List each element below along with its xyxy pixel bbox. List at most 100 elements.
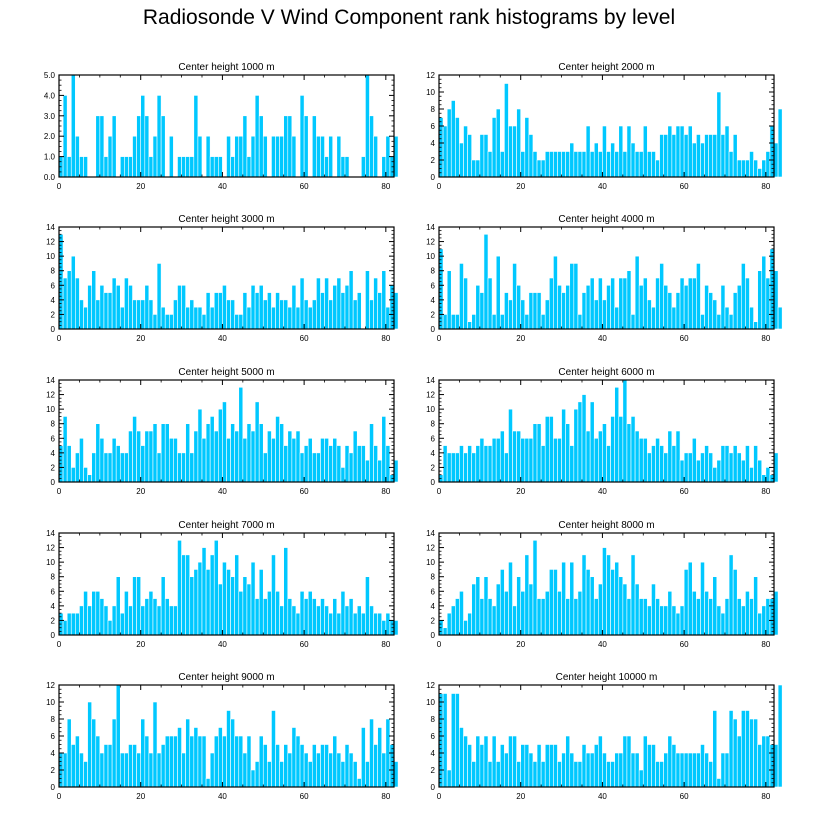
bar [62, 620, 68, 636]
y-tick-label: 14 [46, 376, 55, 385]
x-tick-label: 0 [437, 334, 442, 343]
bar [160, 423, 166, 483]
bar [761, 474, 767, 483]
bar [757, 270, 763, 330]
bar [483, 445, 489, 483]
bar [598, 583, 603, 636]
bar [242, 292, 248, 330]
bar [741, 263, 746, 330]
bar [340, 467, 346, 483]
bar [704, 445, 709, 483]
bar [365, 576, 370, 636]
bar [267, 761, 272, 788]
bar [242, 576, 248, 636]
bar [128, 605, 133, 636]
bar [647, 605, 652, 636]
bar [316, 277, 321, 330]
bar [115, 684, 121, 788]
x-tick-label: 60 [300, 182, 309, 191]
bar [287, 306, 293, 330]
bar [119, 612, 125, 636]
bar [344, 284, 350, 330]
bar [356, 778, 362, 788]
bar [254, 95, 260, 178]
bar [524, 314, 530, 330]
bar [622, 583, 628, 636]
bar [267, 292, 272, 330]
bar [691, 590, 697, 636]
bar [716, 91, 722, 178]
bar [683, 752, 689, 788]
x-tick-label: 0 [437, 487, 442, 496]
bar [565, 423, 571, 483]
bar [663, 752, 669, 788]
bar [340, 590, 346, 636]
y-tick-label: 10 [46, 252, 55, 261]
bar [589, 277, 595, 330]
bar [467, 445, 472, 483]
bar [328, 612, 334, 636]
x-tick-label: 60 [300, 792, 309, 801]
bar [630, 416, 636, 483]
bar [773, 590, 779, 636]
bar [528, 292, 534, 330]
bar [246, 306, 252, 330]
bar [565, 598, 571, 636]
bar [381, 270, 387, 330]
bar [581, 744, 587, 788]
y-tick-label: 8 [51, 573, 56, 582]
bar [630, 554, 636, 636]
bar [197, 306, 203, 330]
bar [536, 159, 542, 178]
bar [708, 761, 714, 788]
bar [377, 292, 383, 330]
bar [520, 299, 526, 330]
bar [299, 744, 305, 788]
bar [87, 474, 92, 483]
bar [638, 769, 644, 788]
bar [156, 605, 162, 636]
y-tick-label: 6 [431, 122, 436, 131]
bar [295, 612, 301, 636]
bar [455, 117, 460, 178]
bar [222, 284, 227, 330]
bar [164, 735, 170, 788]
bar [66, 445, 72, 483]
x-tick-label: 40 [218, 334, 227, 343]
bar [642, 735, 648, 788]
bar [136, 576, 142, 636]
bar [557, 761, 562, 788]
bar [258, 284, 264, 330]
bar [156, 752, 162, 788]
bar [687, 561, 693, 636]
y-tick-label: 10 [46, 558, 55, 567]
bar [160, 576, 166, 636]
bar [753, 445, 758, 483]
bar [238, 314, 244, 330]
y-tick-label: 12 [426, 544, 435, 553]
bar [95, 590, 101, 636]
bar [749, 306, 754, 330]
bar [226, 710, 231, 788]
bar [230, 576, 235, 636]
bar [675, 430, 681, 483]
bar [724, 598, 730, 636]
bar [262, 598, 268, 636]
bar [487, 151, 493, 178]
bar [773, 452, 779, 483]
y-tick-label: 4 [51, 749, 56, 758]
bar [479, 292, 485, 330]
bar [336, 612, 342, 636]
bar [753, 576, 758, 636]
bar [70, 467, 76, 483]
bar [479, 744, 485, 788]
bar [618, 752, 624, 788]
bar [540, 445, 546, 483]
bar [573, 598, 579, 636]
bar [279, 423, 284, 483]
bar [675, 752, 681, 788]
bar [373, 612, 378, 636]
bar [455, 693, 460, 788]
bar [524, 117, 530, 178]
bar [471, 761, 477, 788]
